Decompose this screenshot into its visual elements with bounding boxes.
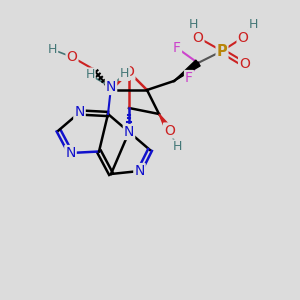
Text: H: H [48, 43, 57, 56]
Text: N: N [74, 106, 85, 119]
Text: H: H [189, 17, 198, 31]
Text: N: N [134, 164, 145, 178]
Text: H: H [120, 67, 129, 80]
Text: O: O [238, 31, 248, 44]
Text: N: N [65, 146, 76, 160]
Text: O: O [193, 31, 203, 44]
Text: O: O [124, 65, 134, 79]
Text: P: P [217, 44, 227, 59]
Polygon shape [159, 114, 172, 132]
Text: H: H [85, 68, 95, 82]
Text: N: N [124, 125, 134, 139]
Text: N: N [106, 80, 116, 94]
Text: F: F [185, 71, 193, 85]
Text: F: F [173, 41, 181, 55]
Text: H: H [249, 17, 258, 31]
Text: O: O [67, 50, 77, 64]
Text: O: O [164, 124, 175, 137]
Text: O: O [239, 58, 250, 71]
Text: H: H [172, 140, 182, 154]
Polygon shape [174, 60, 200, 81]
